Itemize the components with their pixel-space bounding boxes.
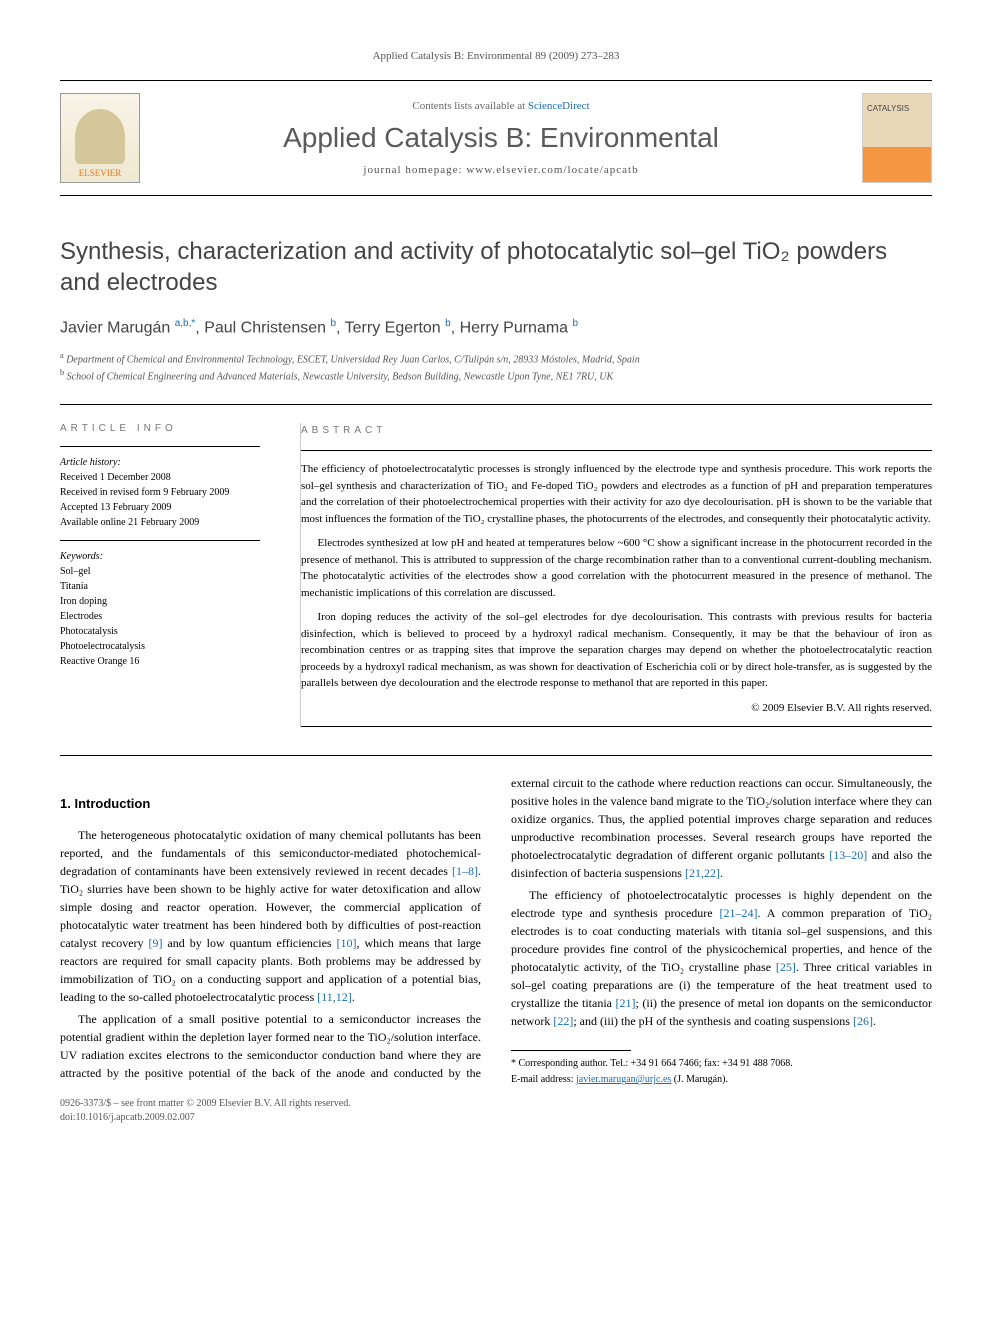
corresponding-author-footnote: * Corresponding author. Tel.: +34 91 664… <box>511 1057 932 1071</box>
keyword-line: Reactive Orange 16 <box>60 654 260 669</box>
affiliation-line: b School of Chemical Engineering and Adv… <box>60 367 932 384</box>
divider <box>60 755 932 756</box>
citation-link[interactable]: [1–8] <box>452 864 478 878</box>
history-line: Accepted 13 February 2009 <box>60 500 260 515</box>
footer-doi: doi:10.1016/j.apcatb.2009.02.007 <box>60 1111 932 1125</box>
info-abstract-row: ARTICLE INFO Article history: Received 1… <box>60 423 932 727</box>
footnote-rule <box>511 1050 631 1051</box>
abstract-paragraph: Iron doping reduces the activity of the … <box>301 609 932 692</box>
article-info-heading: ARTICLE INFO <box>60 423 260 434</box>
abstract-column: ABSTRACT The efficiency of photoelectroc… <box>300 423 932 727</box>
email-footnote: E-mail address: javier.marugan@urjc.es (… <box>511 1073 932 1087</box>
history-label: Article history: <box>60 457 260 468</box>
history-line: Received 1 December 2008 <box>60 470 260 485</box>
body-paragraph: The heterogeneous photocatalytic oxidati… <box>60 826 481 1006</box>
article-title: Synthesis, characterization and activity… <box>60 236 932 298</box>
page-root: Applied Catalysis B: Environmental 89 (2… <box>0 0 992 1175</box>
divider <box>301 726 932 727</box>
contents-line: Contents lists available at ScienceDirec… <box>160 100 842 112</box>
contents-prefix: Contents lists available at <box>412 100 527 112</box>
citation-link[interactable]: [21] <box>616 996 636 1010</box>
divider <box>60 540 260 541</box>
history-line: Available online 21 February 2009 <box>60 515 260 530</box>
citation-link[interactable]: [22] <box>553 1014 573 1028</box>
abstract-paragraph: Electrodes synthesized at low pH and hea… <box>301 535 932 601</box>
history-line: Received in revised form 9 February 2009 <box>60 485 260 500</box>
keywords-label: Keywords: <box>60 551 260 562</box>
email-label: E-mail address: <box>511 1074 576 1085</box>
citation-link[interactable]: [21,22] <box>685 866 720 880</box>
divider <box>301 450 932 451</box>
elsevier-tree-icon <box>75 109 125 164</box>
keyword-line: Photoelectrocatalysis <box>60 639 260 654</box>
footer-issn-copyright: 0926-3373/$ – see front matter © 2009 El… <box>60 1097 932 1111</box>
keyword-line: Photocatalysis <box>60 624 260 639</box>
abstract-copyright: © 2009 Elsevier B.V. All rights reserved… <box>301 700 932 717</box>
publisher-logo: ELSEVIER <box>60 93 140 183</box>
body-columns: 1. Introduction The heterogeneous photoc… <box>60 774 932 1087</box>
sciencedirect-link[interactable]: ScienceDirect <box>528 100 590 112</box>
citation-link[interactable]: [26] <box>853 1014 873 1028</box>
email-link[interactable]: javier.marugan@urjc.es <box>576 1074 671 1085</box>
article-info-column: ARTICLE INFO Article history: Received 1… <box>60 423 260 727</box>
authors-line: Javier Marugán a,b,*, Paul Christensen b… <box>60 318 932 337</box>
citation-link[interactable]: [10] <box>337 936 357 950</box>
affiliations: a Department of Chemical and Environment… <box>60 350 932 385</box>
section-heading: 1. Introduction <box>60 794 481 814</box>
citation-link[interactable]: [25] <box>776 960 796 974</box>
keyword-line: Sol–gel <box>60 564 260 579</box>
email-suffix: (J. Marugán). <box>671 1074 728 1085</box>
running-head: Applied Catalysis B: Environmental 89 (2… <box>60 50 932 62</box>
masthead-center: Contents lists available at ScienceDirec… <box>160 100 842 176</box>
footer: 0926-3373/$ – see front matter © 2009 El… <box>60 1097 932 1125</box>
journal-name: Applied Catalysis B: Environmental <box>160 122 842 154</box>
publisher-name: ELSEVIER <box>79 168 122 178</box>
abstract-heading: ABSTRACT <box>301 423 932 438</box>
divider <box>60 404 932 405</box>
affiliation-line: a Department of Chemical and Environment… <box>60 350 932 367</box>
citation-link[interactable]: [9] <box>149 936 163 950</box>
masthead: ELSEVIER Contents lists available at Sci… <box>60 80 932 196</box>
citation-link[interactable]: [11,12] <box>317 990 352 1004</box>
divider <box>60 446 260 447</box>
abstract-paragraph: The efficiency of photoelectrocatalytic … <box>301 461 932 527</box>
citation-link[interactable]: [13–20] <box>829 848 867 862</box>
journal-homepage: journal homepage: www.elsevier.com/locat… <box>160 164 842 176</box>
keyword-line: Titania <box>60 579 260 594</box>
keyword-line: Iron doping <box>60 594 260 609</box>
body-paragraph: The efficiency of photoelectrocatalytic … <box>511 886 932 1030</box>
keyword-line: Electrodes <box>60 609 260 624</box>
citation-link[interactable]: [21–24] <box>720 906 758 920</box>
journal-cover-thumbnail <box>862 93 932 183</box>
